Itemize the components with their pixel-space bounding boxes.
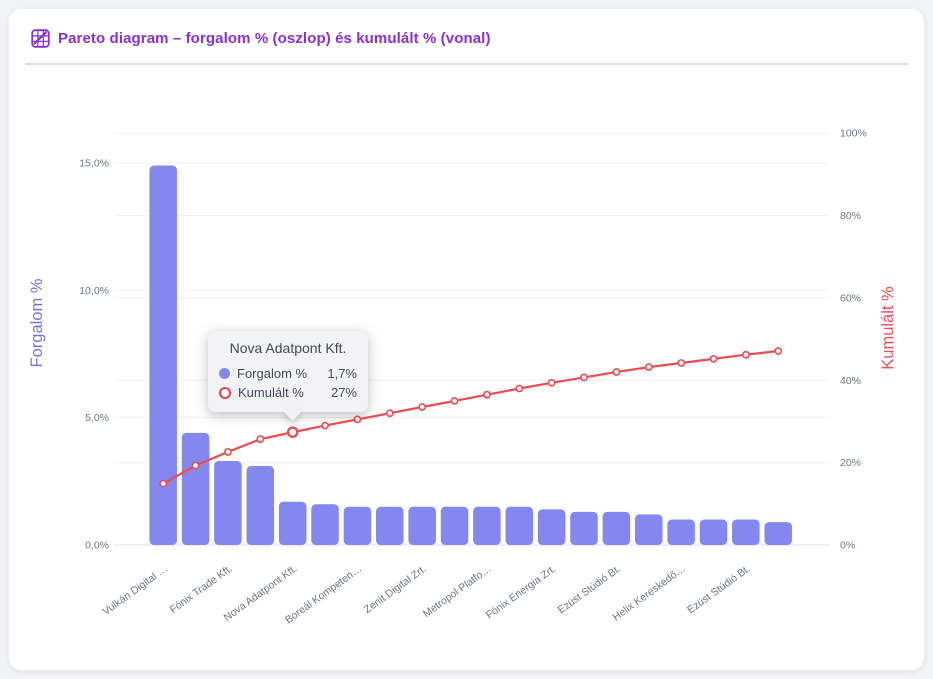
bar-0[interactable] [149, 165, 177, 545]
bar-11[interactable] [505, 506, 534, 545]
forgalom-series-marker-icon [219, 368, 230, 379]
tooltip-row-label: Forgalom % [237, 366, 308, 381]
right-tick-label: 60% [840, 292, 861, 304]
line-point-1[interactable] [191, 461, 200, 470]
card-title: Pareto diagram – forgalom % (oszlop) és … [58, 30, 491, 47]
left-tick-label: 5,0% [85, 412, 109, 424]
bar-3[interactable] [246, 466, 275, 545]
left-tick-label: 15,0% [79, 157, 109, 169]
line-point-5[interactable] [321, 421, 329, 430]
left-tick-label: 10,0% [79, 285, 109, 297]
bar-19[interactable] [764, 522, 792, 545]
tooltip-row-label: Kumulált % [238, 385, 304, 400]
line-point-14[interactable] [612, 368, 621, 376]
right-tick-label: 100% [840, 128, 867, 140]
pareto-grid-icon [31, 29, 50, 48]
bar-16[interactable] [667, 519, 695, 545]
line-point-10[interactable] [482, 390, 491, 399]
line-point-active[interactable] [286, 426, 299, 438]
x-tick-label: Zenit Digital Zrt. [362, 563, 429, 616]
right-axis-title: Kumulált % [879, 286, 897, 370]
x-tick-label: Fónix Trade Kft. [168, 563, 235, 616]
line-point-3[interactable] [256, 435, 265, 444]
card-header: Pareto diagram – forgalom % (oszlop) és … [31, 29, 491, 48]
x-tick-label: Ezüst Stúdió Bt. [685, 563, 753, 617]
tooltip-title: Nova Adatpont Kft. [229, 340, 347, 356]
x-tick-label: Ezüst Stúdió Bt. [556, 563, 624, 617]
line-point-9[interactable] [450, 396, 459, 405]
bar-10[interactable] [473, 506, 501, 545]
tooltip-row-kumulalt: Kumulált % 27% [219, 383, 357, 402]
line-point-18[interactable] [741, 350, 750, 359]
bar-17[interactable] [699, 519, 728, 545]
x-tick-label: Fónix Energia Zrt. [484, 563, 559, 622]
line-point-0[interactable] [159, 479, 168, 488]
bar-4[interactable] [278, 501, 307, 545]
line-point-2[interactable] [224, 448, 232, 456]
bar-15[interactable] [634, 514, 663, 545]
bar-14[interactable] [602, 511, 631, 545]
left-tick-label: 0,0% [85, 540, 109, 552]
kumulalt-series-marker-icon [219, 386, 231, 399]
line-point-7[interactable] [385, 409, 394, 418]
bar-1[interactable] [181, 432, 210, 545]
bar-18[interactable] [732, 519, 760, 545]
right-tick-label: 20% [840, 457, 861, 469]
bar-9[interactable] [440, 506, 469, 545]
bar-6[interactable] [343, 506, 372, 545]
bar-13[interactable] [570, 511, 598, 545]
bar-5[interactable] [311, 504, 339, 545]
line-point-19[interactable] [774, 347, 783, 355]
left-axis-title: Forgalom % [28, 278, 46, 367]
line-point-17[interactable] [709, 354, 718, 363]
pareto-chart-canvas[interactable]: 0,0% 5,0% 10,0% 15,0% 0% 20% 40% 60% 80% 100% Vulk… [9, 9, 925, 671]
bar-12[interactable] [537, 509, 566, 545]
chart-card: Pareto diagram – forgalom % (oszlop) és … [8, 8, 925, 671]
line-point-16[interactable] [677, 359, 686, 367]
line-point-11[interactable] [515, 384, 524, 393]
right-tick-label: 80% [840, 210, 861, 222]
header-divider [25, 63, 908, 65]
bar-2[interactable] [214, 460, 242, 545]
tooltip-row-forgalom: Forgalom % 1,7% [219, 364, 357, 383]
cumulative-line [162, 349, 779, 485]
line-point-12[interactable] [547, 378, 556, 387]
right-tick-label: 0% [840, 540, 855, 552]
x-tick-label: Vulkán Digital … [100, 563, 170, 618]
tooltip-row-value: 1,7% [327, 366, 357, 381]
line-point-8[interactable] [418, 403, 427, 411]
line-point-15[interactable] [644, 363, 653, 372]
bar-7[interactable] [376, 506, 404, 545]
line-point-6[interactable] [353, 415, 362, 424]
line-point-13[interactable] [580, 373, 588, 382]
chart-tooltip: Nova Adatpont Kft. Forgalom % 1,7% Kumul… [208, 331, 368, 421]
tooltip-row-value: 27% [330, 385, 357, 400]
right-tick-label: 40% [840, 375, 861, 387]
bar-8[interactable] [408, 506, 436, 545]
